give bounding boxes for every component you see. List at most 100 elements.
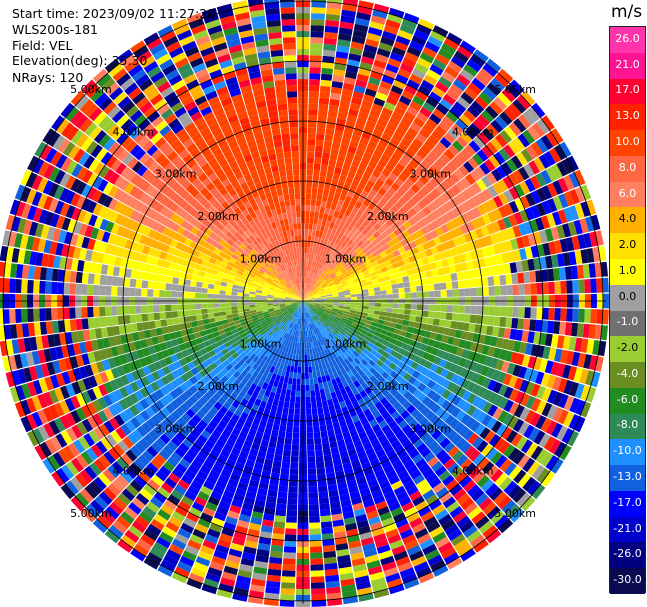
velocity-gate — [219, 290, 226, 295]
velocity-gate — [78, 436, 91, 451]
velocity-gate — [300, 330, 303, 337]
velocity-gate — [408, 173, 419, 184]
velocity-gate — [257, 336, 264, 343]
velocity-gate — [236, 338, 244, 345]
velocity-gate — [117, 440, 130, 453]
velocity-gate — [485, 483, 499, 497]
velocity-gate — [328, 159, 337, 167]
velocity-gate — [170, 489, 184, 501]
velocity-gate — [413, 238, 422, 247]
velocity-gate — [431, 188, 441, 199]
velocity-gate — [231, 306, 238, 311]
velocity-gate — [556, 425, 569, 441]
velocity-gate — [303, 297, 309, 301]
velocity-gate — [280, 467, 290, 475]
velocity-gate — [273, 334, 280, 341]
velocity-gate — [287, 359, 292, 366]
velocity-gate — [416, 285, 423, 292]
velocity-gate — [411, 223, 421, 232]
velocity-gate — [439, 282, 447, 290]
velocity-gate — [186, 433, 197, 444]
velocity-gate — [313, 306, 319, 311]
velocity-gate — [328, 353, 335, 361]
velocity-gate — [541, 115, 555, 131]
velocity-gate — [441, 334, 449, 344]
velocity-gate — [398, 386, 408, 396]
velocity-gate — [375, 269, 383, 275]
velocity-gate — [414, 179, 425, 190]
velocity-gate — [379, 239, 387, 247]
velocity-gate — [368, 383, 377, 392]
velocity-gate — [263, 408, 271, 416]
velocity-gate — [102, 407, 114, 420]
velocity-gate — [428, 499, 442, 511]
velocity-gate — [151, 441, 163, 453]
velocity-gate — [346, 479, 358, 488]
velocity-gate — [124, 384, 135, 396]
velocity-gate — [427, 202, 437, 213]
velocity-gate — [364, 260, 372, 267]
velocity-gate — [346, 404, 355, 412]
velocity-gate — [367, 452, 378, 462]
velocity-gate — [177, 561, 193, 573]
velocity-gate — [381, 485, 393, 495]
velocity-gate — [384, 235, 392, 244]
velocity-gate — [254, 385, 262, 393]
velocity-gate — [574, 416, 586, 433]
velocity-gate — [266, 495, 277, 504]
velocity-gate — [231, 341, 239, 349]
velocity-gate — [377, 277, 385, 283]
velocity-gate — [154, 320, 162, 328]
velocity-gate — [285, 389, 292, 397]
velocity-gate — [415, 133, 427, 144]
velocity-gate — [517, 318, 525, 330]
velocity-gate — [217, 538, 231, 549]
velocity-gate — [51, 471, 65, 487]
velocity-gate — [298, 301, 303, 306]
velocity-gate — [280, 338, 285, 345]
velocity-gate — [531, 464, 545, 480]
velocity-gate — [270, 472, 280, 480]
velocity-gate — [415, 458, 427, 469]
velocity-gate — [308, 342, 312, 349]
velocity-gate — [325, 13, 340, 22]
velocity-gate — [287, 307, 294, 312]
velocity-gate — [327, 280, 334, 286]
velocity-gate — [316, 320, 322, 326]
velocity-gate — [305, 402, 312, 409]
velocity-gate — [391, 262, 400, 269]
velocity-gate — [358, 0, 374, 10]
velocity-gate — [373, 379, 382, 388]
velocity-gate — [312, 175, 320, 182]
velocity-gate — [439, 312, 447, 320]
velocity-gate — [449, 83, 464, 96]
velocity-gate — [353, 380, 361, 388]
velocity-gate — [478, 334, 486, 344]
velocity-gate — [321, 363, 327, 370]
velocity-gate — [456, 454, 469, 467]
velocity-gate — [169, 389, 179, 400]
velocity-gate — [353, 357, 361, 365]
velocity-gate — [299, 306, 302, 313]
velocity-gate — [276, 442, 284, 450]
velocity-gate — [313, 315, 318, 321]
velocity-gate — [480, 267, 488, 278]
velocity-gate — [417, 533, 432, 545]
velocity-gate — [147, 305, 154, 313]
velocity-gate — [596, 278, 603, 293]
velocity-gate — [303, 301, 305, 307]
velocity-gate — [412, 213, 422, 223]
velocity-gate — [465, 370, 475, 381]
velocity-gate — [401, 501, 415, 512]
velocity-gate — [357, 362, 365, 370]
velocity-gate — [63, 307, 70, 320]
velocity-gate — [245, 380, 253, 388]
velocity-gate — [334, 281, 341, 286]
velocity-gate — [468, 466, 482, 480]
velocity-gate — [306, 305, 312, 311]
velocity-gate — [563, 411, 575, 427]
velocity-gate — [349, 428, 358, 437]
velocity-gate — [51, 281, 58, 294]
velocity-gate — [332, 421, 341, 430]
velocity-gate — [409, 158, 420, 169]
